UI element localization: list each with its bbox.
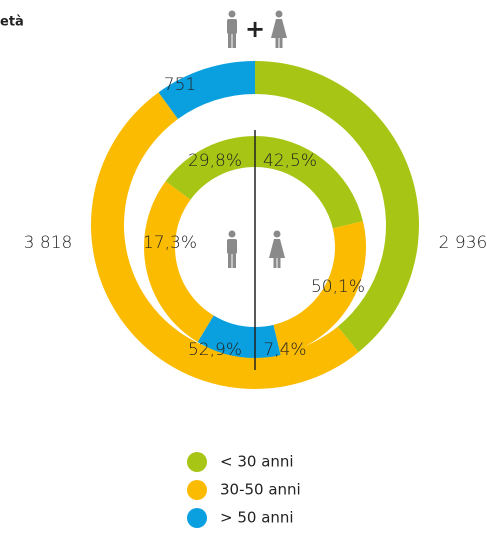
ring-segment bbox=[144, 181, 214, 343]
value-label: 17,3% bbox=[143, 233, 197, 253]
labels: 2 936 3 818 751 42,5% 50,1% 7,4% 17,3% 52,9% 29,… bbox=[24, 75, 487, 360]
icons bbox=[227, 10, 287, 268]
value-label: 3 818 bbox=[24, 233, 73, 253]
value-label: 751 bbox=[164, 75, 196, 95]
ring-segment bbox=[255, 61, 419, 353]
ring-segment bbox=[197, 315, 255, 358]
man-icon-top bbox=[227, 10, 237, 48]
value-label: 29,8% bbox=[188, 151, 242, 171]
value-label: 7,4% bbox=[263, 340, 306, 360]
plus-sign: + bbox=[245, 15, 265, 43]
legend-label: 30-50 anni bbox=[220, 481, 301, 499]
legend-swatch bbox=[187, 452, 207, 472]
legend-label: > 50 anni bbox=[220, 509, 294, 527]
man-icon-center bbox=[227, 230, 237, 268]
value-label: 52,9% bbox=[188, 340, 242, 360]
woman-icon-top bbox=[271, 10, 287, 48]
value-label: 50,1% bbox=[311, 277, 365, 297]
chart-title: età bbox=[0, 15, 24, 30]
woman-icon-center bbox=[269, 230, 285, 268]
value-label: 42,5% bbox=[263, 151, 317, 171]
ring-segment bbox=[158, 61, 255, 120]
ring-segment bbox=[90, 92, 359, 390]
legend-swatch bbox=[187, 508, 207, 528]
ring-segment bbox=[165, 136, 255, 200]
value-label: 2 936 bbox=[439, 233, 487, 253]
rings bbox=[90, 61, 419, 390]
legend-label: < 30 anni bbox=[220, 453, 294, 471]
legend-swatch bbox=[187, 480, 207, 500]
ring-segment bbox=[255, 136, 363, 229]
ring-segment bbox=[273, 221, 367, 356]
ring-segment bbox=[255, 324, 281, 358]
